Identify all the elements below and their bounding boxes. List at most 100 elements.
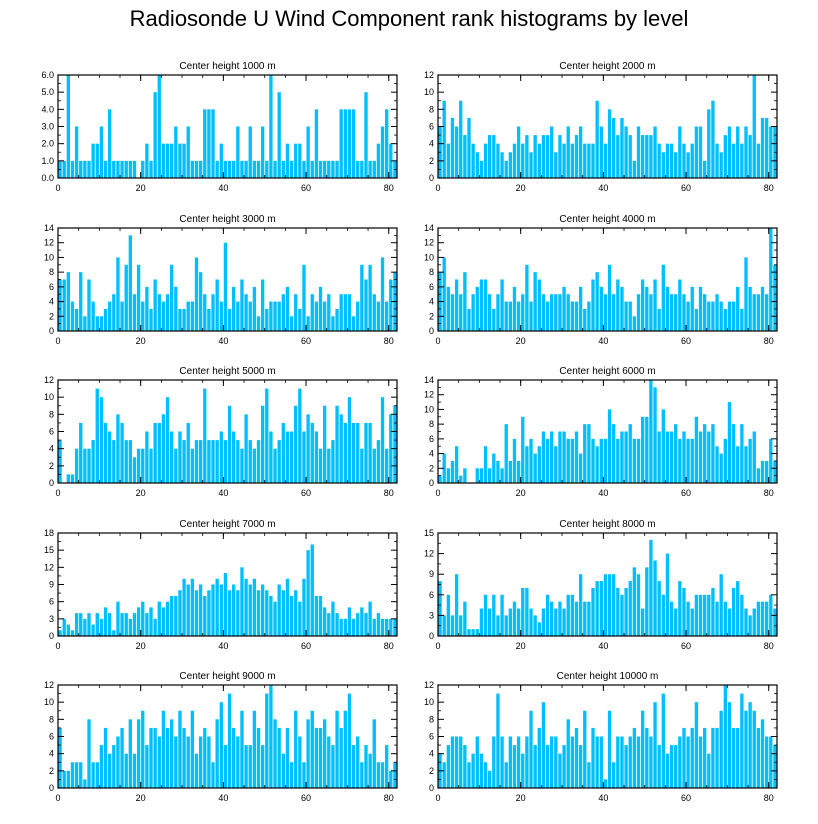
bar (649, 736, 653, 788)
bar (236, 440, 240, 483)
bar (521, 587, 525, 636)
bar (744, 608, 748, 636)
bar (463, 272, 467, 331)
bar (612, 117, 616, 178)
bar (256, 316, 261, 331)
bar (227, 590, 232, 636)
bar (153, 618, 157, 636)
y-tick-label: 6 (49, 597, 54, 607)
bar (207, 736, 211, 788)
bar (112, 440, 116, 483)
x-tick-label: 80 (384, 488, 394, 498)
bar (145, 613, 149, 636)
bar (165, 397, 170, 483)
bar (492, 736, 496, 788)
bar (578, 453, 583, 483)
y-tick-label: 12 (424, 680, 434, 690)
bar (91, 301, 95, 331)
bar (558, 431, 562, 483)
bar (645, 567, 649, 636)
bar (727, 126, 732, 178)
x-tick-label: 0 (55, 336, 60, 346)
bar (99, 618, 104, 636)
bar (640, 608, 645, 636)
bar (595, 446, 599, 483)
y-tick-label: 6.0 (41, 70, 54, 80)
bar (136, 607, 141, 636)
bar (190, 301, 195, 331)
bar (260, 126, 265, 178)
bar (736, 126, 740, 178)
bar (120, 160, 124, 178)
bar (343, 109, 347, 178)
bar (446, 745, 450, 788)
bar (252, 286, 257, 331)
bar (702, 424, 707, 483)
bar (640, 135, 645, 178)
bar (83, 779, 87, 788)
bar (731, 727, 736, 788)
bar (66, 272, 70, 331)
bar (438, 581, 442, 636)
bar (112, 745, 116, 788)
bar (306, 550, 310, 636)
bar (669, 143, 674, 178)
bar (711, 424, 715, 483)
bar (752, 294, 756, 331)
bar (380, 762, 385, 788)
bar (314, 109, 319, 178)
bar (190, 710, 195, 788)
x-tick-label: 0 (55, 641, 60, 651)
bar (335, 160, 339, 178)
panel-title: Center height 7000 m (179, 519, 275, 530)
bar (314, 431, 319, 483)
bar (669, 745, 674, 788)
bar (446, 594, 450, 636)
bar (277, 301, 281, 331)
bar (537, 446, 541, 483)
bar (607, 409, 612, 483)
bar (190, 448, 195, 483)
bar (723, 438, 727, 483)
bar (707, 594, 711, 636)
bar (682, 727, 686, 788)
bar (603, 574, 608, 636)
bar (248, 126, 252, 178)
bar (116, 414, 120, 483)
bar (244, 578, 248, 636)
bar (574, 431, 579, 483)
bar (723, 135, 727, 178)
bar (678, 126, 682, 178)
bar (360, 160, 364, 178)
bar (731, 587, 736, 636)
bar (674, 294, 678, 331)
bar (198, 584, 203, 636)
bar (103, 160, 108, 178)
bar (273, 301, 277, 331)
bar (640, 710, 645, 788)
y-tick-label: 12 (424, 238, 434, 248)
bar (190, 578, 195, 636)
bar (512, 745, 517, 788)
bar (690, 143, 694, 178)
bar (682, 143, 686, 178)
bar (599, 581, 603, 636)
y-tick-label: 9 (429, 569, 434, 579)
bar (91, 624, 95, 636)
bar (475, 286, 479, 331)
y-tick-label: 10 (44, 392, 54, 402)
bar (240, 448, 244, 483)
bar (562, 431, 566, 483)
bar (711, 100, 715, 178)
bar (70, 301, 75, 331)
bar (120, 613, 124, 636)
bar (744, 446, 748, 483)
y-tick-label: 0 (429, 783, 434, 793)
x-tick-label: 40 (598, 793, 608, 803)
bar (252, 578, 257, 636)
bar (182, 143, 186, 178)
bar (170, 595, 174, 636)
x-tick-label: 20 (516, 641, 526, 651)
bar (120, 301, 124, 331)
bar (165, 727, 170, 788)
